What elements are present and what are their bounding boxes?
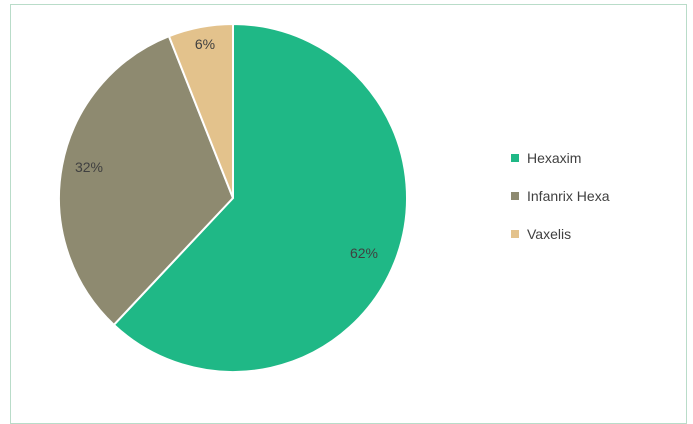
legend-label-infanrix-hexa: Infanrix Hexa xyxy=(527,188,610,204)
legend-swatch-infanrix-hexa xyxy=(511,192,519,200)
pie-slice-hexaxim[interactable] xyxy=(112,22,408,373)
pie-slice-infanrix-hexa[interactable] xyxy=(58,34,235,327)
legend: Hexaxim Infanrix Hexa Vaxelis xyxy=(511,148,609,262)
legend-item-hexaxim[interactable]: Hexaxim xyxy=(511,148,609,168)
pie-slice-vaxelis[interactable] xyxy=(167,22,234,199)
legend-item-infanrix-hexa[interactable]: Infanrix Hexa xyxy=(511,186,609,206)
legend-swatch-hexaxim xyxy=(511,154,519,162)
data-label-hexaxim: 62% xyxy=(350,245,378,261)
data-label-infanrix-hexa: 32% xyxy=(75,159,103,175)
legend-item-vaxelis[interactable]: Vaxelis xyxy=(511,224,609,244)
data-label-vaxelis: 6% xyxy=(195,36,215,52)
legend-label-hexaxim: Hexaxim xyxy=(527,150,582,166)
legend-label-vaxelis: Vaxelis xyxy=(527,226,572,242)
legend-swatch-vaxelis xyxy=(511,230,519,238)
pie-chart: 62% 32% 6% xyxy=(58,22,408,373)
